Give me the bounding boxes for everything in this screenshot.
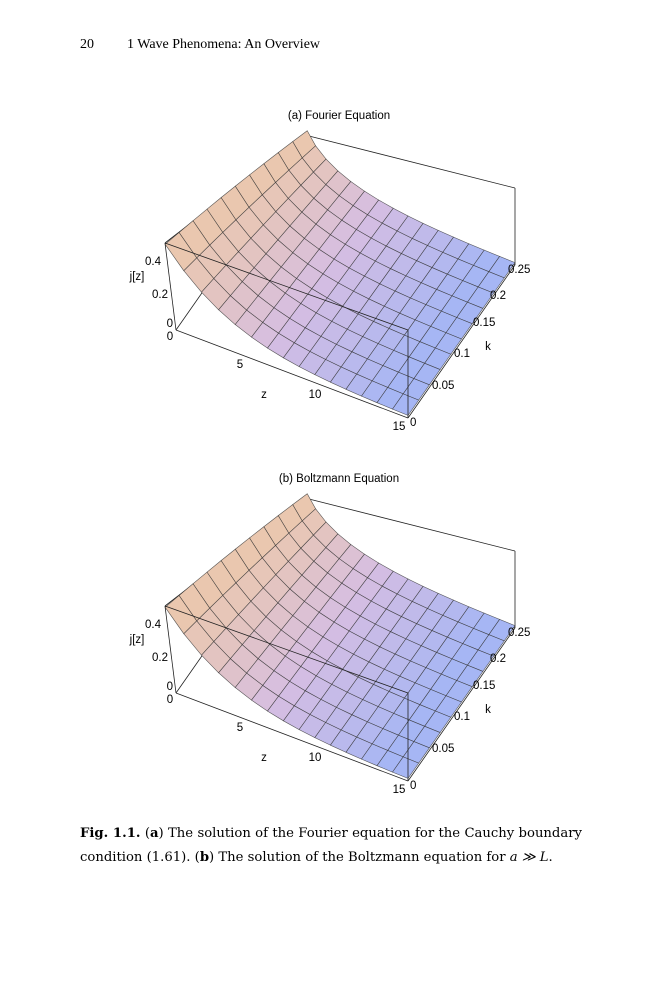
tick-label: 0.2 [152,289,168,301]
tick-label: 0.15 [473,317,495,329]
tick-label: 0 [167,681,173,693]
tick-label: 0.2 [490,290,506,302]
tick-label: 0.05 [432,743,454,755]
caption-text: . [548,850,553,865]
tick-label: 0.2 [490,653,506,665]
figures: (a) Fourier Equation j[z] z k 0 0.2 0.4 0 5 10 15 0… [129,110,531,796]
tick-label: 0.1 [454,348,470,360]
box-edge [164,242,409,331]
page-number: 20 [80,37,94,52]
caption-text: ) The solution of the Boltzmann equation… [209,850,510,865]
tick-label: 0 [410,417,416,429]
caption-text: ( [140,826,150,841]
axis-label: j[z] [129,634,145,646]
box-edge [175,692,409,782]
tick-label: 0 [167,694,173,706]
axis-label: k [485,341,491,353]
box-edge [304,497,516,552]
tick-label: 10 [309,752,322,764]
box-edge [304,134,516,189]
surface-cell [392,756,420,779]
tick-label: 15 [393,784,406,796]
caption-math: a ≫ L [509,850,549,865]
tick-label: 0 [410,780,416,792]
caption-label: Fig. 1.1. [80,826,141,841]
figure-title: (b) Boltzmann Equation [279,473,399,485]
tick-label: 0.1 [454,711,470,723]
box-edge [164,242,177,331]
box-edge [175,329,409,419]
caption: Fig. 1.1. (a) The solution of the Fourie… [80,822,582,870]
tick-label: 0.25 [508,627,530,639]
axis-label: z [261,389,267,401]
box-edge [164,605,177,694]
caption-text: a [149,826,159,841]
tick-label: 0.15 [473,680,495,692]
surface-cell [392,393,420,416]
running-title: 1 Wave Phenomena: An Overview [127,37,321,52]
axis-label: k [485,704,491,716]
figure: (b) Boltzmann Equation j[z] z k 0 0.2 0.4 0 5 10 1… [129,473,531,796]
tick-label: 10 [309,389,322,401]
box-edge [407,627,516,782]
figure-title: (a) Fourier Equation [288,110,390,122]
box-edge [164,605,409,694]
tick-label: 0.25 [508,264,530,276]
axis-label: j[z] [129,271,145,283]
tick-label: 15 [393,421,406,433]
tick-label: 0 [167,331,173,343]
tick-label: 0 [167,318,173,330]
tick-label: 0.4 [145,256,162,268]
tick-label: 0.05 [432,380,454,392]
axis-label: z [261,752,267,764]
caption-text: ) The solution of the Fourier equation f… [80,826,582,865]
tick-label: 5 [237,722,243,734]
tick-label: 5 [237,359,243,371]
caption-text: b [199,850,210,865]
tick-label: 0.2 [152,652,168,664]
figure: (a) Fourier Equation j[z] z k 0 0.2 0.4 0 5 10 15 0… [129,110,531,433]
box-edge [407,264,516,419]
tick-label: 0.4 [145,619,162,631]
